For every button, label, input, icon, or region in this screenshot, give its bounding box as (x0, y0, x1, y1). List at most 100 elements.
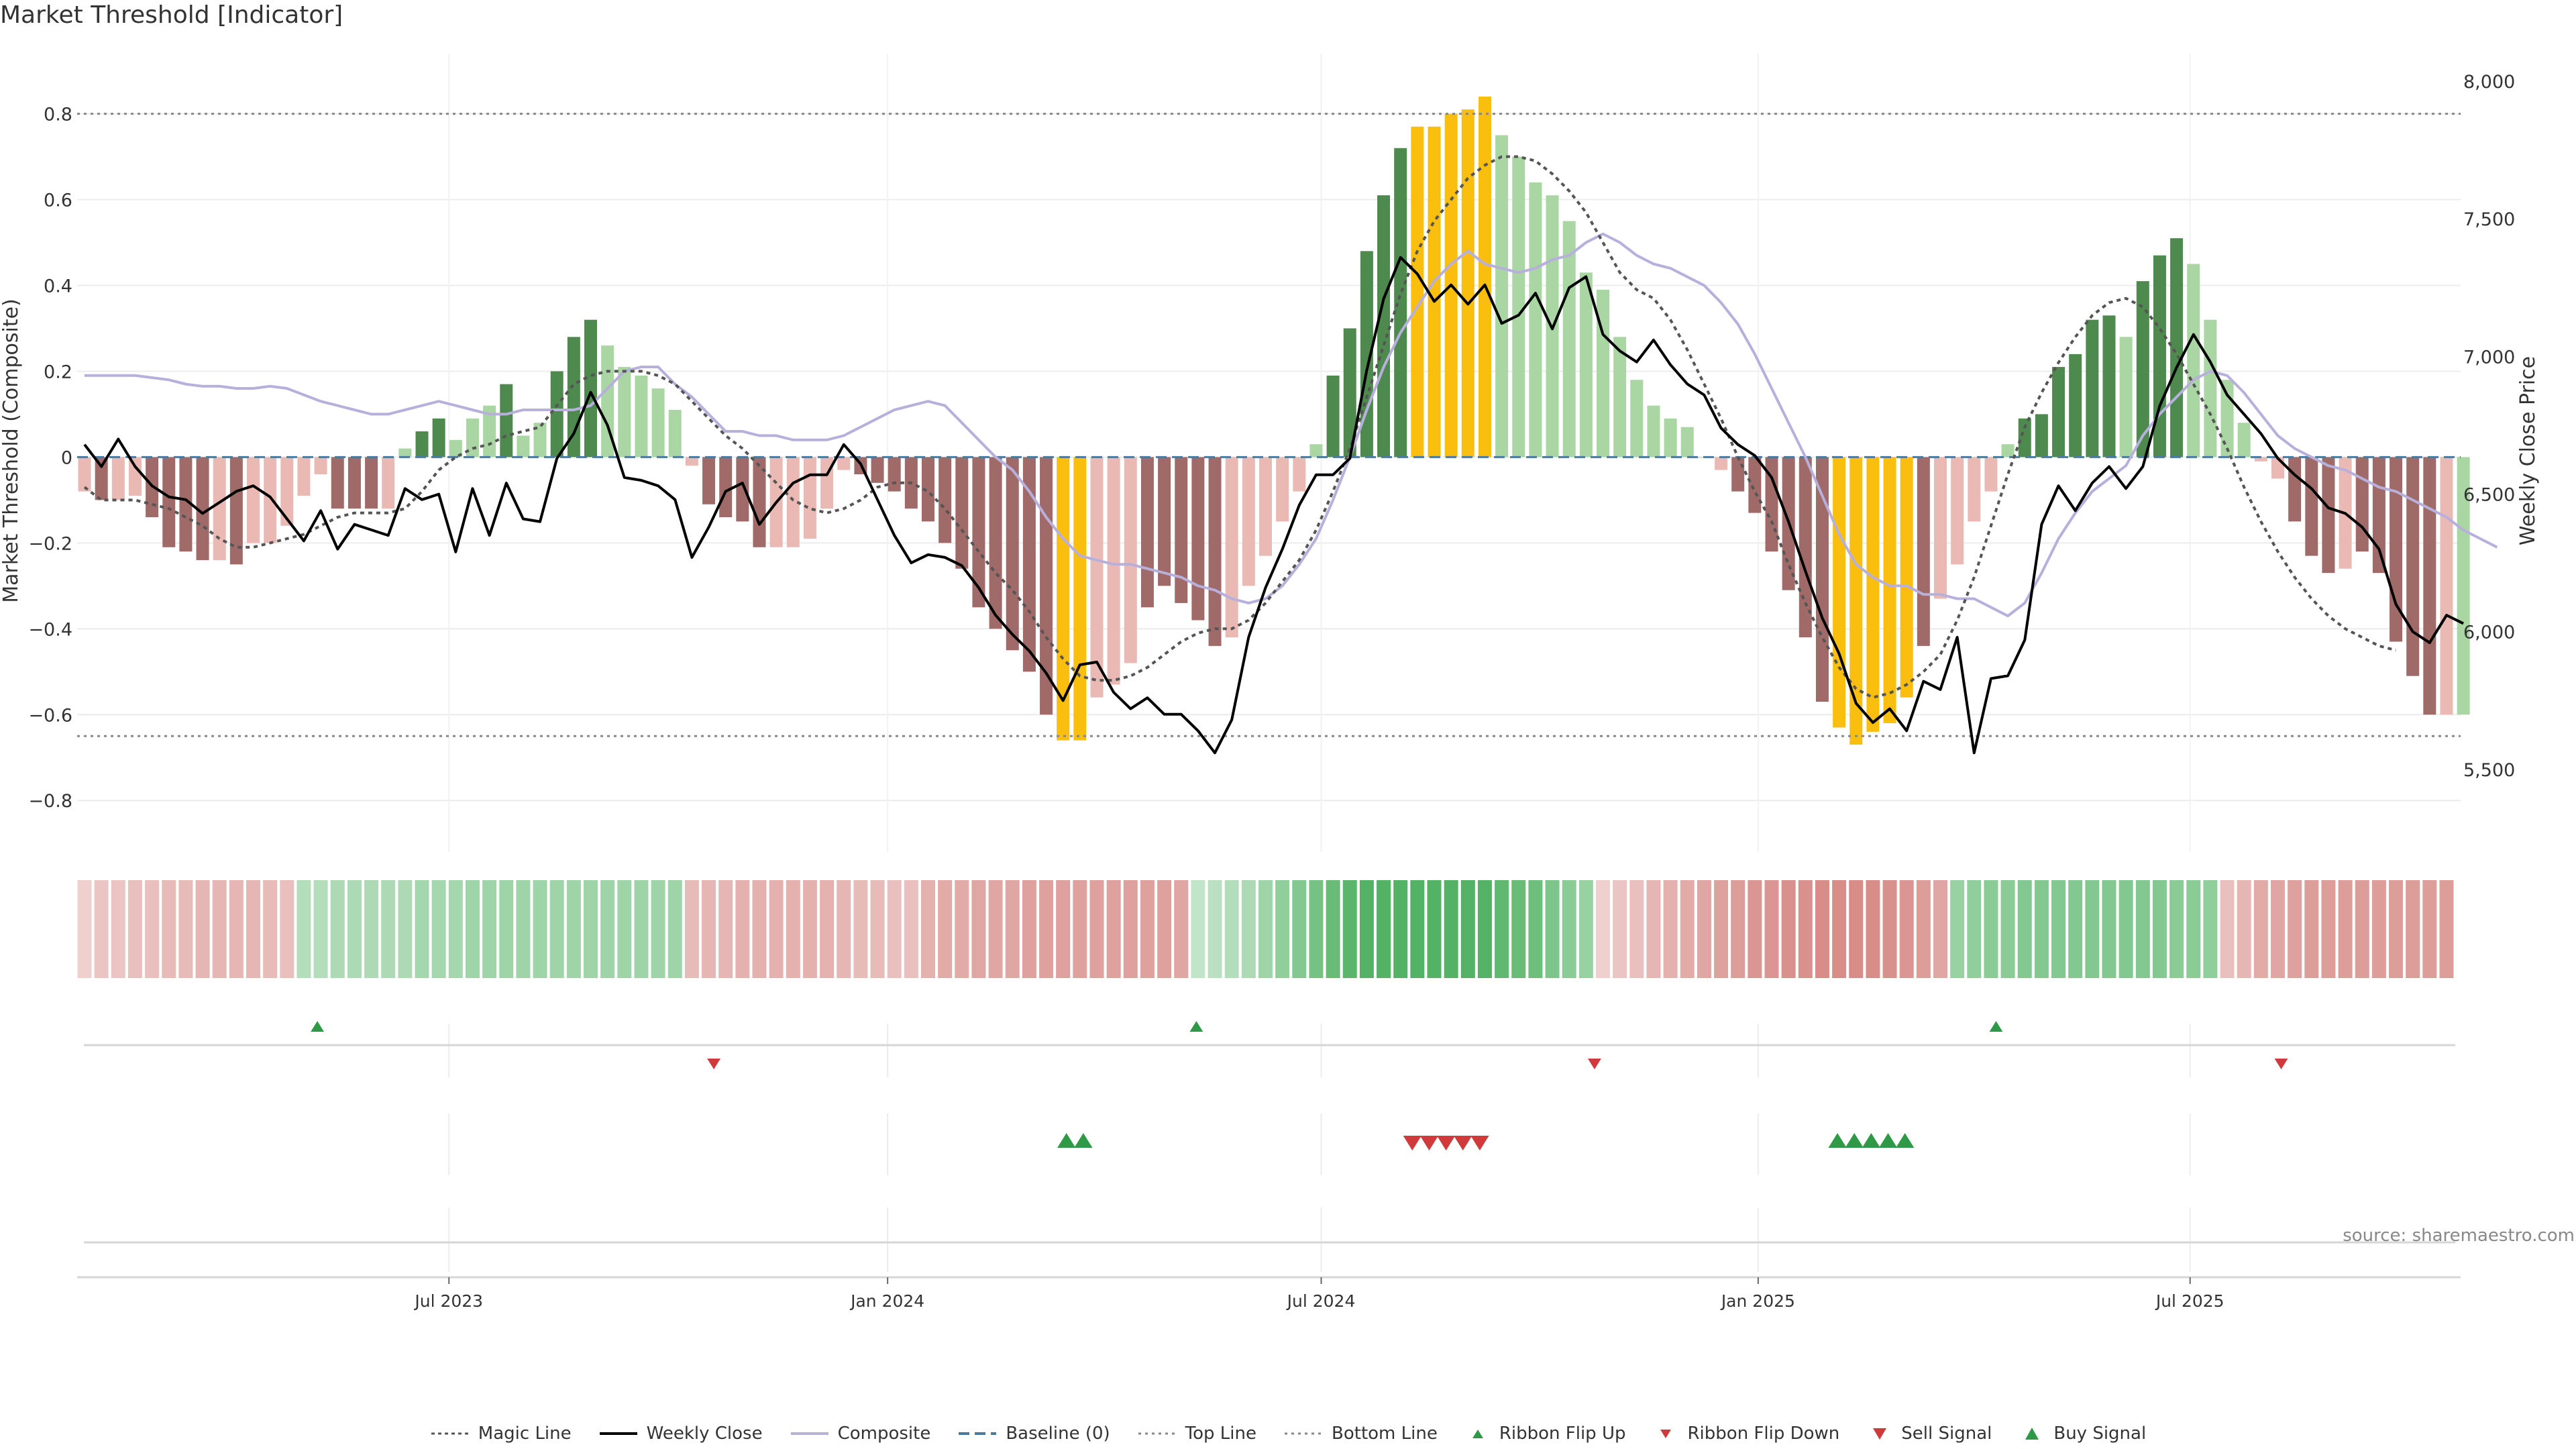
legend-item: Ribbon Flip Down (1652, 1424, 1839, 1444)
composite-bar (1630, 380, 1644, 458)
composite-bar (483, 405, 496, 458)
ribbon-flip-up-marker (311, 1021, 324, 1032)
composite-bar (398, 448, 412, 458)
ribbon-cell (1106, 880, 1121, 978)
ribbon-flip-down-marker (1588, 1059, 1601, 1069)
composite-bar (1478, 96, 1491, 458)
ribbon-cell (853, 880, 868, 978)
ribbon-cell (1578, 880, 1593, 978)
composite-bar (2288, 457, 2302, 522)
composite-bar (162, 457, 176, 547)
legend-icon (2025, 1428, 2039, 1440)
composite-bar (297, 457, 311, 496)
ribbon-cell (1022, 880, 1036, 978)
composite-bar (2237, 423, 2251, 458)
ribbon-cell (1309, 880, 1324, 978)
ribbon-cell (566, 880, 581, 978)
legend-icon (959, 1432, 997, 1435)
composite-bar (179, 457, 193, 552)
ribbon-cell (667, 880, 682, 978)
composite-bar (1664, 418, 1677, 458)
x-tick-label: Jul 2024 (1286, 1291, 1356, 1311)
composite-bar (1090, 457, 1104, 698)
ribbon (77, 880, 2454, 978)
sell-signal-marker (1454, 1136, 1472, 1150)
composite-bar (1175, 457, 1188, 603)
ribbon-cell (752, 880, 767, 978)
ribbon-cell (955, 880, 969, 978)
ribbon-cell (1495, 880, 1509, 978)
ribbon-cell (2321, 880, 2336, 978)
composite-bar (550, 371, 564, 458)
y-tick-label-right: 8,000 (2463, 72, 2515, 93)
ribbon-cell (415, 880, 429, 978)
signals (311, 1021, 2288, 1150)
composite-bars (78, 96, 2470, 745)
composite-bar (1057, 457, 1070, 741)
ribbon-cell (684, 880, 699, 978)
lines (77, 113, 2498, 755)
ribbon-cell (1140, 880, 1155, 978)
ribbon-cell (1460, 880, 1475, 978)
composite-bar (533, 423, 547, 458)
ribbon-cell (837, 880, 851, 978)
composite-bar (837, 457, 851, 470)
composite-bar (517, 435, 530, 458)
composite-bar (2457, 457, 2470, 715)
composite-bar (2018, 418, 2031, 458)
y-tick-label-left: −0.4 (28, 619, 72, 640)
ribbon-cell (347, 880, 362, 978)
buy-signal-marker (1074, 1133, 1093, 1148)
ribbon-cell (820, 880, 835, 978)
ribbon-cell (1781, 880, 1796, 978)
legend-label: Ribbon Flip Down (1687, 1424, 1840, 1444)
ribbon-cell (2203, 880, 2218, 978)
ribbon-cell (2288, 880, 2302, 978)
composite-bar (651, 388, 665, 458)
ribbon-cell (516, 880, 531, 978)
ribbon-cell (971, 880, 986, 978)
composite-bar (1849, 457, 1863, 745)
ribbon-cell (1208, 880, 1222, 978)
ribbon-cell (651, 880, 665, 978)
ribbon-cell (1005, 880, 1020, 978)
y-axis-label-right: Weekly Close Price (2516, 356, 2540, 545)
composite-bar (1158, 457, 1171, 586)
composite-bar (264, 457, 277, 543)
legend-item: Baseline (0) (957, 1424, 1110, 1444)
composite-bar (432, 418, 445, 458)
ribbon-cell (263, 880, 278, 978)
composite-bar (584, 319, 597, 458)
ribbon-cell (465, 880, 480, 978)
ribbon-cell (364, 880, 379, 978)
legend-item: Bottom Line (1283, 1424, 1438, 1444)
ribbon-cell (297, 880, 311, 978)
composite-bar (1900, 457, 1913, 698)
composite-bar (1225, 457, 1238, 638)
composite-bar (786, 457, 800, 547)
source-text: source: sharemaestro.com (2343, 1226, 2575, 1246)
composite-bar (989, 457, 1002, 629)
legend-item: Top Line (1137, 1424, 1256, 1444)
composite-bar (2423, 457, 2436, 715)
ribbon-cell (1916, 880, 1931, 978)
ribbon-cell (921, 880, 935, 978)
ribbon-cell (1562, 880, 1576, 978)
ribbon-cell (1798, 880, 1813, 978)
ribbon-cell (1663, 880, 1678, 978)
ribbon-cell (2000, 880, 2015, 978)
ribbon-cell (499, 880, 514, 978)
composite-bar (635, 375, 648, 458)
buy-signal-marker (1828, 1133, 1847, 1148)
composite-bar (2187, 264, 2200, 458)
sell-signal-marker (1419, 1136, 1439, 1150)
ribbon-cell (769, 880, 784, 978)
legend-item: Buy Signal (2019, 1424, 2146, 1444)
ribbon-cell (398, 880, 413, 978)
composite-bar (1428, 126, 1441, 458)
composite-bar (2001, 444, 2015, 458)
ribbon-cell (1477, 880, 1492, 978)
ribbon-cell (1410, 880, 1425, 978)
composite-bar (736, 457, 749, 522)
